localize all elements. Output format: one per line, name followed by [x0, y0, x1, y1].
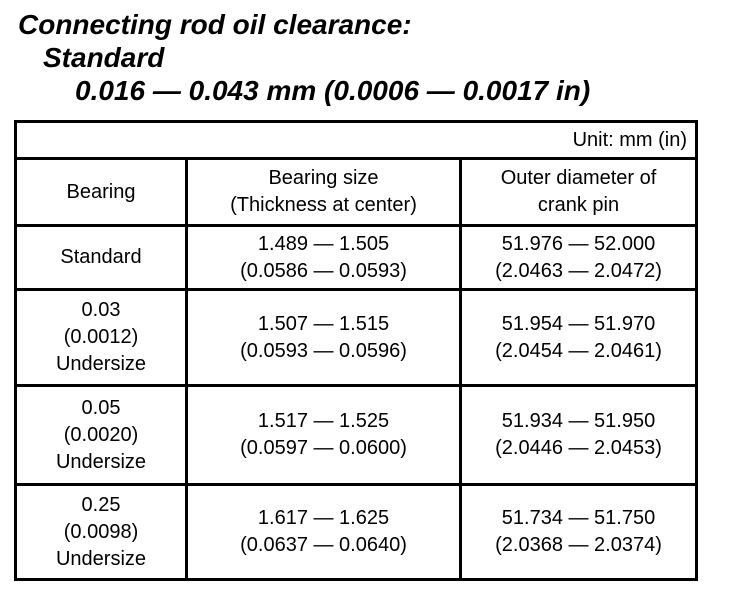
- spec-title: Connecting rod oil clearance: Standard 0…: [18, 8, 590, 107]
- crank-pin-cell: 51.976 — 52.000 (2.0463 — 2.0472): [458, 224, 699, 291]
- bearing-label: 0.03: [81, 299, 121, 321]
- bearing-size-mm: 1.617 — 1.625: [257, 507, 390, 529]
- bearing-size-in: (0.0593 — 0.0596): [240, 339, 407, 362]
- crank-pin-cell: 51.954 — 51.970 (2.0454 — 2.0461): [458, 288, 699, 387]
- bearing-label-undersize: Undersize: [55, 353, 147, 375]
- col-header-bearing: Bearing: [14, 157, 188, 227]
- col-header-crank-pin-line2: crank pin: [537, 194, 620, 216]
- crank-pin-in: (2.0446 — 2.0453): [495, 437, 662, 459]
- crank-pin-mm: 51.734 — 51.750: [501, 507, 656, 529]
- col-header-bearing-size: Bearing size (Thickness at center): [185, 157, 462, 227]
- bearing-cell: 0.25 (0.0098) Undersize: [14, 483, 188, 581]
- col-header-crank-pin-line1: Outer diameter of: [500, 167, 657, 189]
- unit-label: Unit: mm (in): [13, 120, 699, 160]
- bearing-cell: 0.03 (0.0012) Undersize: [14, 288, 188, 387]
- bearing-label: 0.25: [81, 493, 121, 516]
- table-row-undersize-003: 0.03 (0.0012) Undersize 1.507 — 1.515 (0…: [14, 288, 699, 387]
- bearing-label-in: (0.0012): [63, 326, 139, 348]
- table-header-row: Bearing Bearing size (Thickness at cente…: [14, 157, 699, 227]
- bearing-size-in: (0.0597 — 0.0600): [240, 437, 407, 459]
- bearing-cell: 0.05 (0.0020) Undersize: [14, 384, 188, 486]
- crank-pin-cell: 51.734 — 51.750 (2.0368 — 2.0374): [458, 483, 699, 581]
- bearing-cell: Standard: [14, 224, 188, 291]
- spec-table: Unit: mm (in) Bearing Bearing size (Thic…: [13, 120, 699, 581]
- bearing-label-undersize: Undersize: [55, 450, 147, 473]
- crank-pin-in: (2.0454 — 2.0461): [495, 339, 662, 362]
- bearing-label-undersize: Undersize: [55, 547, 147, 570]
- bearing-size-cell: 1.507 — 1.515 (0.0593 — 0.0596): [185, 288, 462, 387]
- table-row-undersize-025: 0.25 (0.0098) Undersize 1.617 — 1.625 (0…: [14, 483, 699, 581]
- bearing-size-mm: 1.489 — 1.505: [257, 232, 390, 255]
- table-row-standard: Standard 1.489 — 1.505 (0.0586 — 0.0593)…: [14, 224, 699, 291]
- crank-pin-mm: 51.954 — 51.970: [501, 312, 656, 335]
- crank-pin-mm: 51.934 — 51.950: [501, 410, 656, 432]
- bearing-label-in: (0.0098): [63, 520, 139, 543]
- crank-pin-in: (2.0463 — 2.0472): [495, 259, 662, 282]
- bearing-size-cell: 1.517 — 1.525 (0.0597 — 0.0600): [185, 384, 462, 486]
- col-header-bearing-size-line2: (Thickness at center): [230, 194, 417, 216]
- col-header-bearing-size-line1: Bearing size: [268, 167, 379, 189]
- bearing-size-in: (0.0637 — 0.0640): [240, 534, 407, 556]
- crank-pin-mm: 51.976 — 52.000: [501, 232, 656, 255]
- col-header-crank-pin: Outer diameter of crank pin: [458, 157, 699, 227]
- unit-row: Unit: mm (in): [13, 120, 699, 160]
- bearing-size-in: (0.0586 — 0.0593): [240, 259, 407, 282]
- bearing-label: Standard: [60, 246, 142, 268]
- bearing-label: 0.05: [81, 396, 121, 419]
- bearing-size-mm: 1.507 — 1.515: [257, 312, 390, 335]
- spec-title-line-2: Standard: [43, 42, 165, 73]
- spec-title-line-1: Connecting rod oil clearance:: [18, 9, 412, 40]
- bearing-label-in: (0.0020): [63, 423, 139, 446]
- spec-title-value: 0.016 — 0.043 mm (0.0006 — 0.0017 in): [75, 75, 591, 106]
- bearing-size-cell: 1.617 — 1.625 (0.0637 — 0.0640): [185, 483, 462, 581]
- crank-pin-cell: 51.934 — 51.950 (2.0446 — 2.0453): [458, 384, 699, 486]
- crank-pin-in: (2.0368 — 2.0374): [495, 534, 662, 556]
- table-row-undersize-005: 0.05 (0.0020) Undersize 1.517 — 1.525 (0…: [14, 384, 699, 486]
- bearing-size-cell: 1.489 — 1.505 (0.0586 — 0.0593): [185, 224, 462, 291]
- bearing-size-mm: 1.517 — 1.525: [257, 410, 390, 432]
